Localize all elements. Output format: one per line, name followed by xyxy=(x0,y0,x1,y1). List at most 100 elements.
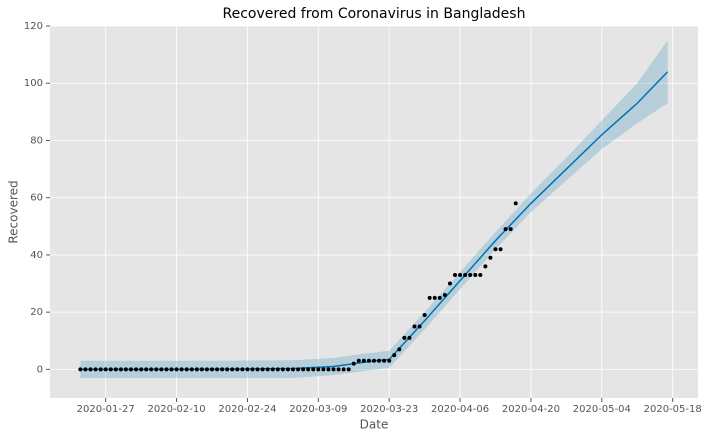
data-point xyxy=(422,313,427,318)
data-point xyxy=(377,358,382,363)
data-point xyxy=(306,367,311,372)
data-point xyxy=(98,367,103,372)
data-point xyxy=(103,367,108,372)
chart-title: Recovered from Coronavirus in Bangladesh xyxy=(223,6,526,22)
data-point xyxy=(250,367,255,372)
data-point xyxy=(326,367,331,372)
data-point xyxy=(331,367,336,372)
data-point xyxy=(311,367,316,372)
data-point xyxy=(508,227,513,232)
data-point xyxy=(270,367,275,372)
data-point xyxy=(382,358,387,363)
x-tick-label: 2020-04-20 xyxy=(502,404,560,415)
data-point xyxy=(361,358,366,363)
data-point xyxy=(78,367,83,372)
data-point xyxy=(149,367,154,372)
data-point xyxy=(498,247,503,252)
data-point xyxy=(215,367,220,372)
data-point xyxy=(447,281,452,286)
data-point xyxy=(83,367,88,372)
data-point xyxy=(134,367,139,372)
x-tick-label: 2020-03-23 xyxy=(360,404,418,415)
data-point xyxy=(397,347,402,352)
data-point xyxy=(387,358,392,363)
x-tick-label: 2020-04-06 xyxy=(431,404,489,415)
data-point xyxy=(437,295,442,300)
data-point xyxy=(493,247,498,252)
data-point xyxy=(503,227,508,232)
data-point xyxy=(392,353,397,358)
x-tick-label: 2020-01-27 xyxy=(77,404,135,415)
data-point xyxy=(468,272,473,277)
data-point xyxy=(351,361,356,366)
data-point xyxy=(285,367,290,372)
x-tick-label: 2020-05-04 xyxy=(573,404,631,415)
x-axis-label: Date xyxy=(360,418,389,432)
data-point xyxy=(179,367,184,372)
data-point xyxy=(118,367,123,372)
data-point xyxy=(260,367,265,372)
data-point xyxy=(478,272,483,277)
y-tick-label: 60 xyxy=(30,193,43,204)
data-point xyxy=(245,367,250,372)
data-point xyxy=(412,324,417,329)
x-tick-label: 2020-03-09 xyxy=(289,404,347,415)
x-tick-label: 2020-05-18 xyxy=(644,404,702,415)
data-point xyxy=(184,367,189,372)
data-point xyxy=(301,367,306,372)
data-point xyxy=(154,367,159,372)
data-point xyxy=(225,367,230,372)
plot-area xyxy=(50,26,698,398)
y-tick-label: 120 xyxy=(24,21,43,32)
x-tick-label: 2020-02-10 xyxy=(148,404,206,415)
data-point xyxy=(296,367,301,372)
data-point xyxy=(194,367,199,372)
y-tick-label: 20 xyxy=(30,307,43,318)
data-point xyxy=(144,367,149,372)
data-point xyxy=(366,358,371,363)
data-point xyxy=(255,367,260,372)
data-point xyxy=(458,272,463,277)
data-point xyxy=(407,335,412,340)
data-point xyxy=(341,367,346,372)
data-point xyxy=(372,358,376,363)
data-point xyxy=(453,272,457,277)
data-point xyxy=(93,367,98,372)
data-point xyxy=(321,367,326,372)
data-point xyxy=(483,264,488,269)
data-point xyxy=(174,367,179,372)
data-point xyxy=(336,367,341,372)
data-point xyxy=(356,358,361,363)
data-point xyxy=(265,367,270,372)
data-point xyxy=(204,367,209,372)
x-tick-label: 2020-02-24 xyxy=(218,404,276,415)
y-tick-label: 0 xyxy=(37,364,43,375)
data-point xyxy=(442,292,447,297)
data-point xyxy=(291,367,295,372)
data-point xyxy=(210,367,214,372)
data-point xyxy=(417,324,422,329)
y-tick-label: 80 xyxy=(30,135,43,146)
data-point xyxy=(432,295,437,300)
data-point xyxy=(230,367,235,372)
data-point xyxy=(159,367,164,372)
data-point xyxy=(189,367,194,372)
data-point xyxy=(316,367,321,372)
data-point xyxy=(513,201,518,206)
data-point xyxy=(108,367,113,372)
data-point xyxy=(199,367,204,372)
data-point xyxy=(275,367,280,372)
y-tick-label: 40 xyxy=(30,250,43,261)
data-point xyxy=(220,367,225,372)
data-point xyxy=(463,272,468,277)
y-axis-label: Recovered xyxy=(7,180,21,243)
data-point xyxy=(473,272,478,277)
data-point xyxy=(280,367,285,372)
data-point xyxy=(240,367,245,372)
data-point xyxy=(346,367,351,372)
data-point xyxy=(235,367,240,372)
data-point xyxy=(139,367,144,372)
data-point xyxy=(113,367,118,372)
data-point xyxy=(402,335,407,340)
